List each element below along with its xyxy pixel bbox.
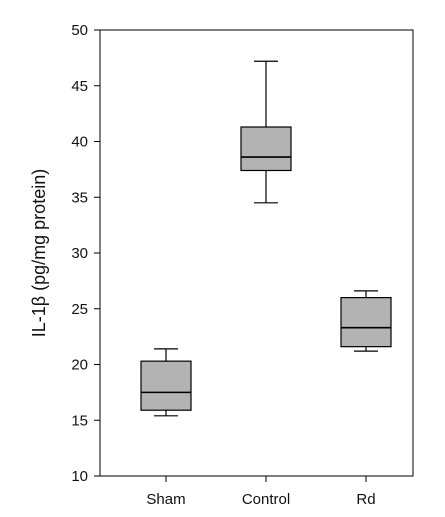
y-tick-label: 50 <box>71 22 88 39</box>
x-tick-label: Rd <box>356 491 375 508</box>
box-control <box>240 60 292 204</box>
x-tick-label: Sham <box>146 491 185 508</box>
y-axis-title: IL-1β (pg/mg protein) <box>29 169 49 337</box>
iqr-box <box>240 126 292 172</box>
y-tick-label: 10 <box>71 468 88 485</box>
y-tick-label: 30 <box>71 245 88 262</box>
iqr-box <box>340 297 392 348</box>
y-tick-label: 25 <box>71 301 88 318</box>
y-tick-label: 40 <box>71 134 88 151</box>
box-series <box>140 60 392 417</box>
y-tick-label: 35 <box>71 189 88 206</box>
iqr-box <box>140 360 192 411</box>
x-tick-label: Control <box>242 491 290 508</box>
x-axis: Sham Control Rd <box>146 476 376 508</box>
y-tick-label: 20 <box>71 357 88 374</box>
box-rd <box>340 290 392 352</box>
box-sham <box>140 348 192 417</box>
y-axis: 10 15 20 25 30 35 40 45 50 <box>71 22 414 485</box>
y-tick-label: 15 <box>71 412 88 429</box>
y-tick-label: 45 <box>71 78 88 95</box>
